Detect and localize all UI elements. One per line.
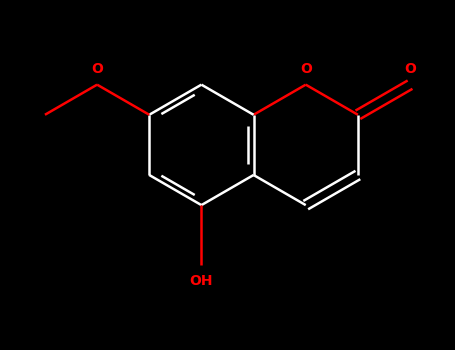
Text: OH: OH bbox=[190, 274, 213, 288]
Text: O: O bbox=[300, 62, 312, 76]
Text: O: O bbox=[404, 62, 416, 76]
Text: O: O bbox=[91, 62, 103, 76]
